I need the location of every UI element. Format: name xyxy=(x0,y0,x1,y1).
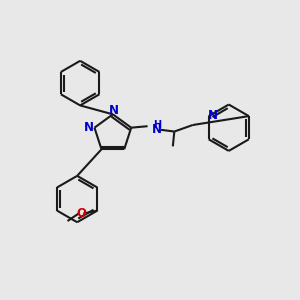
Text: N: N xyxy=(108,104,118,117)
Text: N: N xyxy=(208,109,218,122)
Text: H: H xyxy=(153,120,161,130)
Text: O: O xyxy=(76,207,86,220)
Text: N: N xyxy=(84,121,94,134)
Text: N: N xyxy=(152,123,161,136)
